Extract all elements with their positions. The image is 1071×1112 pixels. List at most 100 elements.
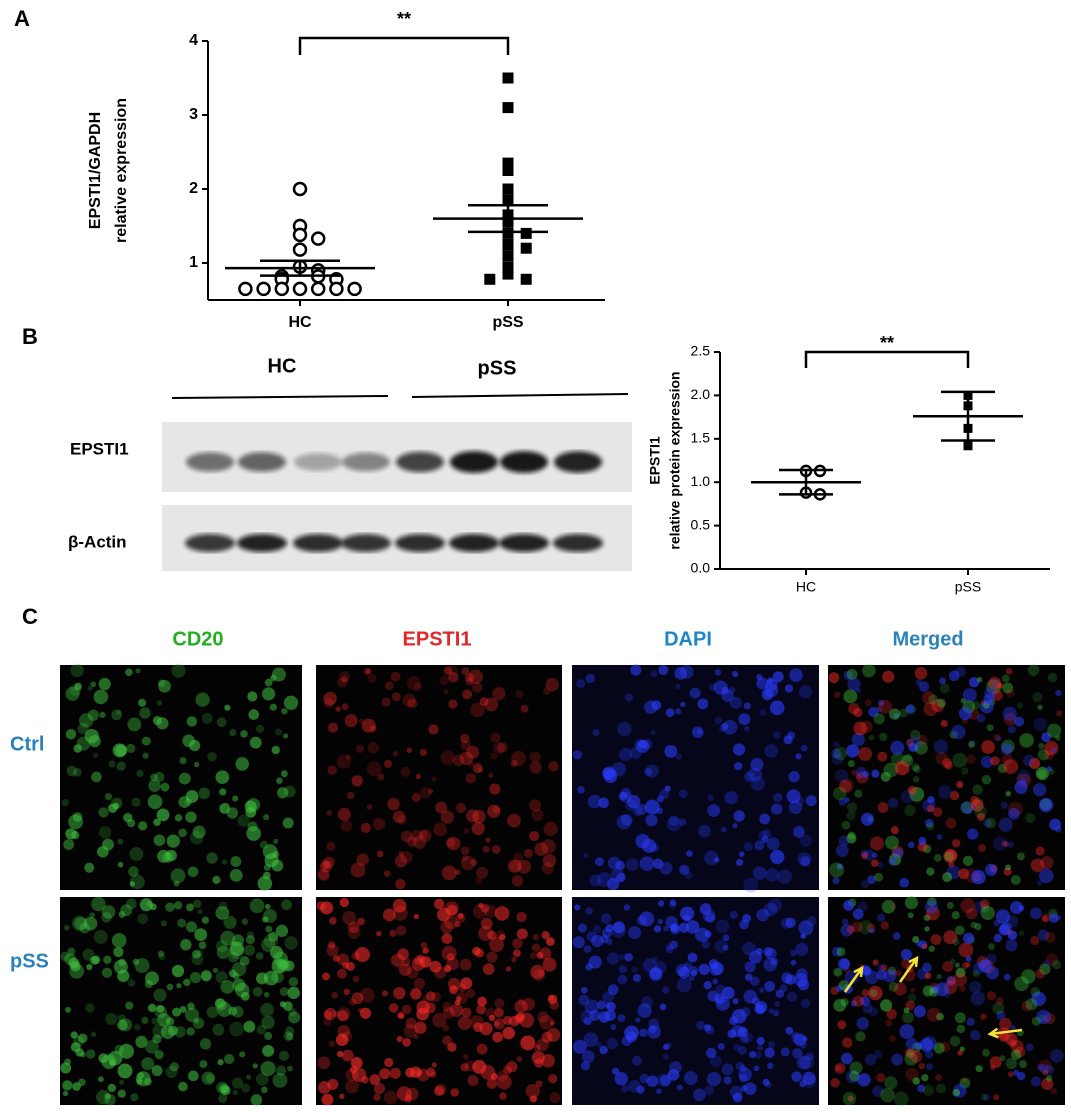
cell: [186, 921, 197, 933]
cell: [885, 1019, 893, 1027]
cell: [1030, 986, 1041, 997]
cell: [231, 1077, 244, 1089]
cell: [754, 840, 765, 851]
cell: [130, 1093, 139, 1102]
cell: [201, 1071, 215, 1085]
cell: [186, 903, 194, 912]
cell: [396, 1036, 403, 1043]
cell: [939, 1041, 951, 1053]
cell: [798, 685, 812, 699]
cell: [440, 750, 455, 766]
cell: [402, 693, 416, 708]
cell: [215, 770, 230, 785]
cell: [742, 914, 751, 923]
cell: [85, 1003, 95, 1013]
cell: [872, 852, 878, 858]
cell: [704, 930, 712, 938]
cell: [229, 944, 245, 960]
cell: [454, 869, 461, 875]
cell: [1037, 1063, 1044, 1071]
cell: [1037, 704, 1043, 710]
cell: [337, 807, 351, 821]
cell: [323, 691, 337, 706]
cell: [750, 776, 766, 791]
cell: [331, 991, 339, 999]
cell: [678, 922, 690, 933]
cell: [599, 1045, 608, 1055]
cell: [938, 785, 952, 799]
cell: [466, 745, 480, 759]
cell: [138, 698, 147, 707]
cell: [448, 671, 459, 683]
cell: [150, 773, 158, 782]
cell: [605, 924, 614, 933]
cell: [862, 1003, 873, 1014]
cell: [392, 810, 406, 824]
cell: [761, 829, 772, 839]
cell: [944, 991, 951, 998]
cell: [136, 1078, 143, 1085]
error-bar: [941, 390, 995, 442]
cell: [413, 1034, 419, 1040]
cell: [390, 953, 405, 967]
cell: [152, 1034, 162, 1044]
cell: [651, 956, 658, 964]
cell: [770, 803, 783, 815]
cell: [533, 1044, 541, 1052]
cell: [988, 943, 995, 950]
cell: [880, 921, 889, 930]
band: [238, 452, 286, 472]
cell: [797, 979, 810, 991]
cell: [880, 771, 891, 782]
cell: [799, 834, 812, 847]
cell: [829, 862, 845, 878]
cell: [104, 792, 113, 801]
cell: [428, 724, 439, 735]
cell: [63, 839, 75, 851]
cell: [144, 980, 153, 989]
cell: [883, 969, 897, 983]
cell: [604, 1009, 616, 1021]
cell: [793, 1033, 807, 1047]
cell: [405, 1017, 417, 1029]
cell: [581, 1050, 595, 1064]
cell: [647, 1024, 661, 1039]
cell: [935, 982, 950, 997]
cell: [91, 955, 101, 965]
cell: [968, 740, 975, 748]
cell: [1009, 901, 1024, 915]
cell: [406, 747, 412, 754]
cell: [547, 994, 558, 1005]
cell: [953, 972, 968, 987]
cell: [172, 1007, 182, 1017]
cell: [345, 1068, 359, 1082]
cell: [461, 854, 469, 862]
cell: [889, 708, 901, 720]
cell: [974, 900, 987, 913]
cell: [602, 928, 613, 939]
cell: [625, 858, 639, 871]
cell: [111, 933, 127, 948]
cell: [834, 1062, 846, 1074]
cell: [686, 920, 700, 934]
cell: [945, 817, 957, 829]
cell: [580, 1010, 595, 1025]
micrograph: [316, 665, 562, 890]
data-point: [502, 239, 514, 250]
cell: [788, 800, 803, 815]
cell: [592, 925, 602, 934]
cell: [876, 913, 886, 923]
cell: [68, 814, 83, 830]
cell: [275, 924, 289, 937]
cell: [536, 1038, 549, 1052]
cell: [373, 1083, 386, 1095]
cell: [148, 779, 161, 792]
cell: [852, 908, 864, 920]
cell: [617, 1014, 626, 1023]
cell: [328, 722, 339, 733]
cell: [432, 1012, 447, 1028]
cell: [1014, 716, 1025, 727]
cell: [178, 772, 191, 785]
cell: [985, 863, 998, 876]
cell: [352, 975, 360, 983]
